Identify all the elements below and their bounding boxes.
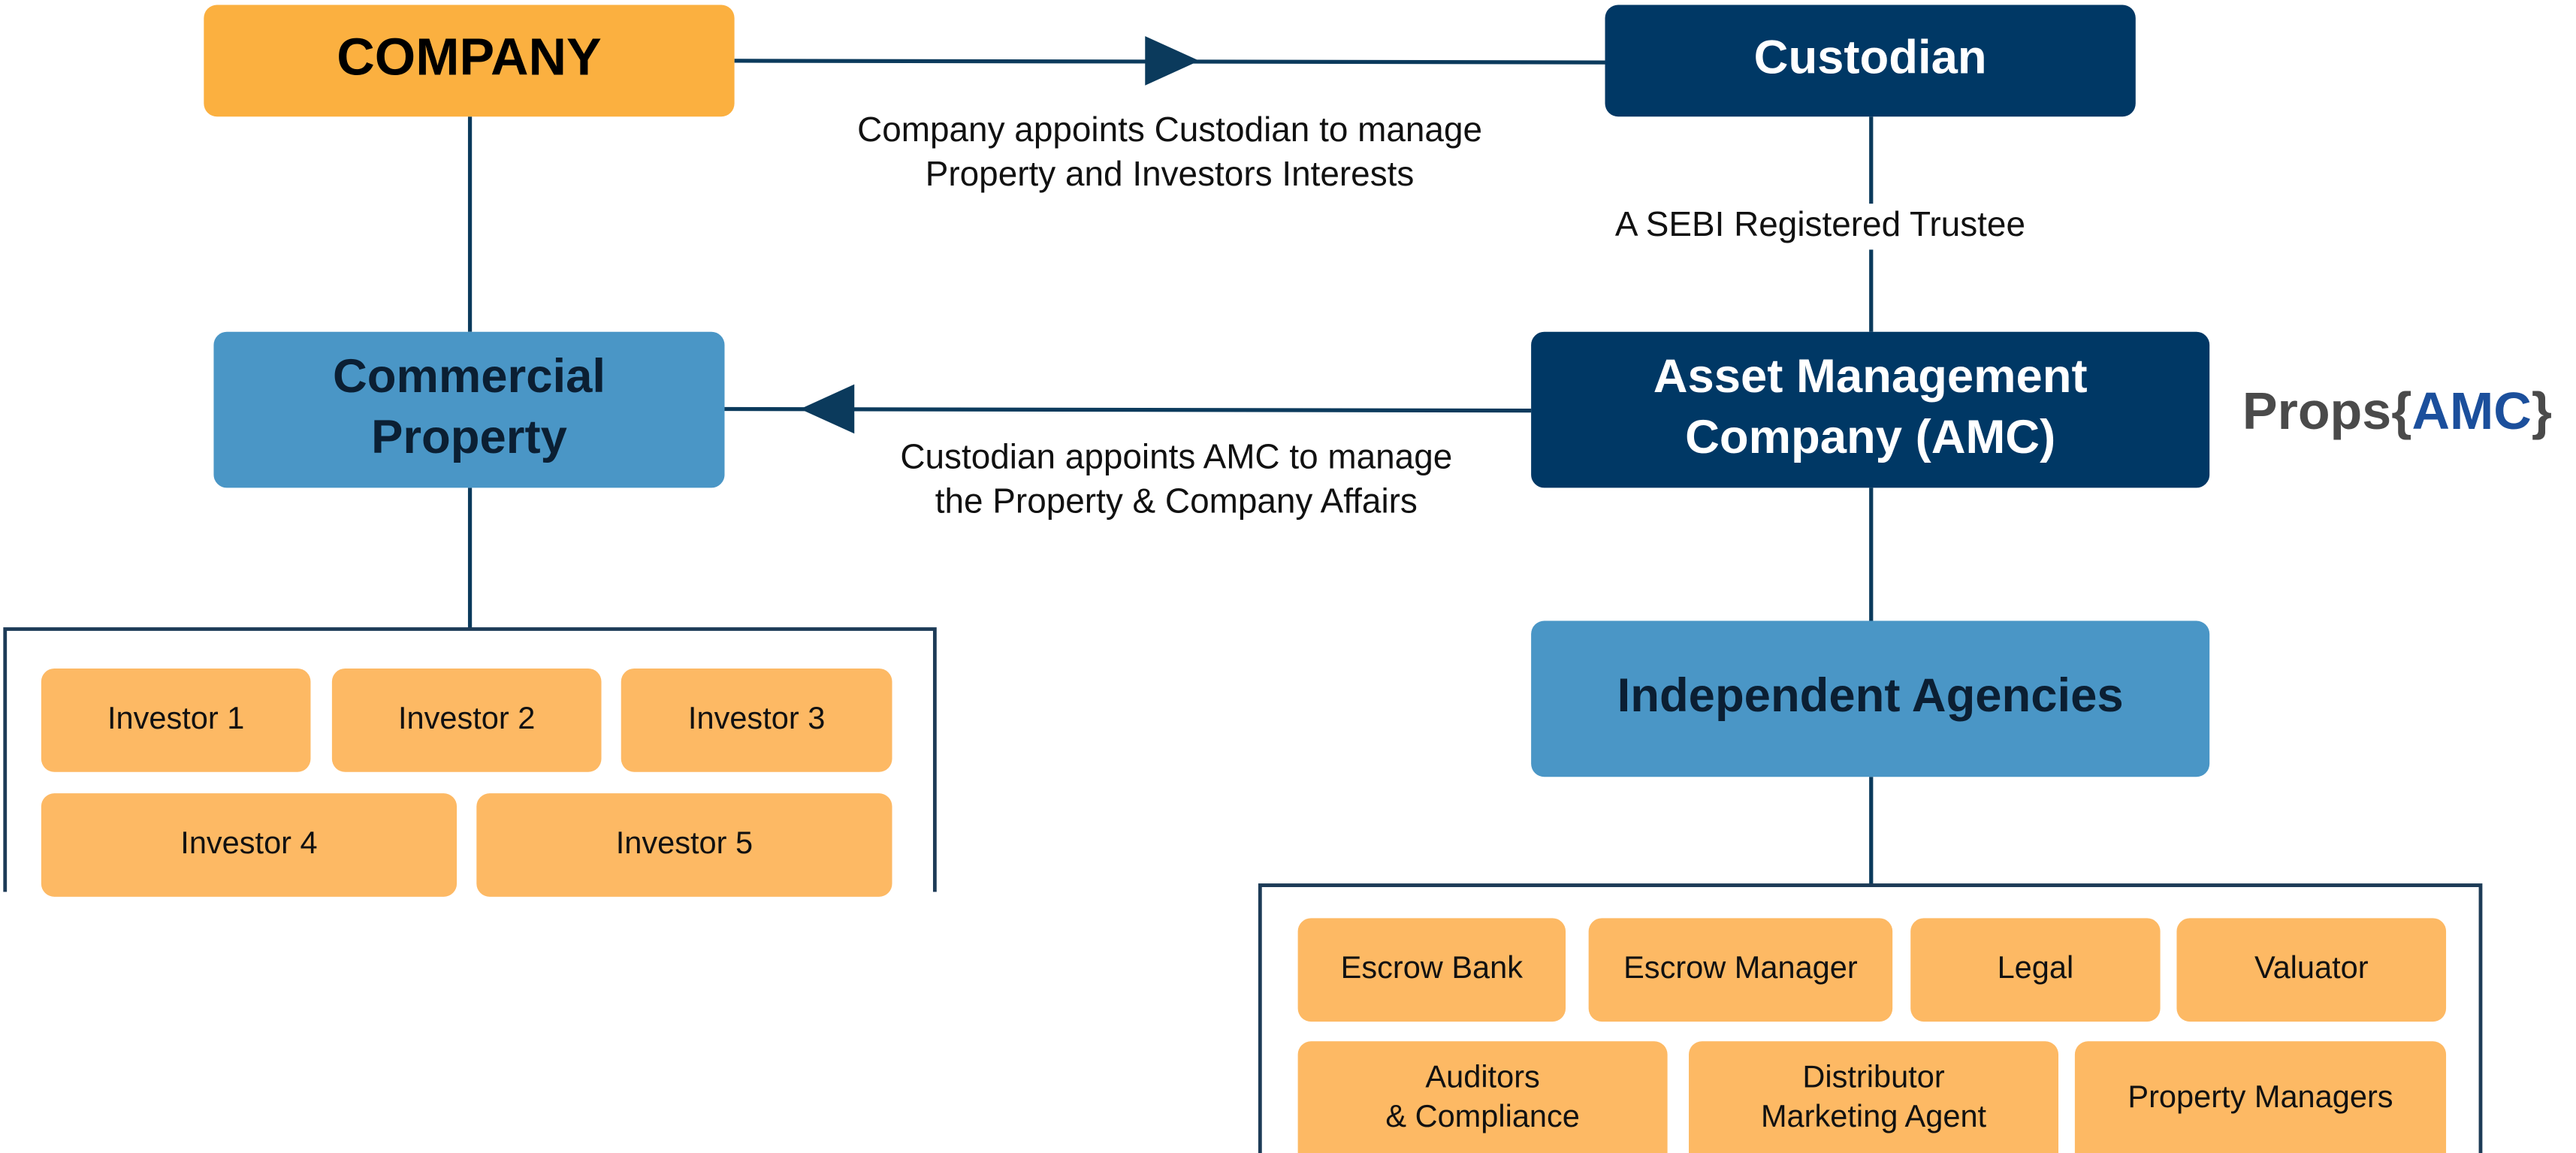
logo-text: Props: [2242, 382, 2391, 441]
label: Investor 5: [616, 825, 753, 860]
label: Property and Investors Interests: [926, 154, 1415, 193]
logo-text: {: [2391, 382, 2411, 441]
label: Commercial: [333, 350, 605, 403]
logo: Props{AMC}: [2242, 382, 2552, 441]
agency-box: [1588, 918, 1893, 1022]
label: COMPANY: [337, 27, 601, 86]
investor-box: [41, 793, 458, 897]
investor-box: [476, 793, 892, 897]
label: Marketing Agent: [1761, 1098, 1987, 1133]
node: [1531, 331, 2210, 488]
label: Distributor: [1802, 1059, 1944, 1094]
label: Investor 2: [398, 700, 535, 735]
label: Valuator: [2254, 949, 2369, 985]
label: Asset Management: [1653, 350, 2088, 403]
agency-box: [1910, 918, 2161, 1022]
node: [213, 331, 725, 488]
investor-box: [621, 668, 892, 772]
connector: [724, 406, 1532, 413]
investor-box: [331, 668, 602, 772]
bracket: [1258, 883, 2483, 1153]
label: Property: [371, 411, 567, 463]
agency-box: [2176, 918, 2447, 1022]
label: the Property & Company Affairs: [935, 481, 1418, 520]
bracket: [3, 627, 937, 892]
label: Investor 4: [180, 825, 317, 860]
agency-box: [1297, 1041, 1668, 1153]
label: Property Managers: [2128, 1079, 2393, 1114]
arrowhead: [1145, 36, 1200, 86]
agency-box: [1689, 1041, 2059, 1153]
label: Escrow Manager: [1623, 949, 1858, 985]
logo-text: }: [2532, 382, 2552, 441]
label: Escrow Bank: [1341, 949, 1524, 985]
logo-text: AMC: [2411, 382, 2531, 441]
node: [204, 5, 735, 117]
label: Investor 3: [688, 700, 825, 735]
label: Company appoints Custodian to manage: [857, 110, 1482, 149]
agency-box: [2074, 1041, 2447, 1153]
node: [1531, 620, 2210, 777]
label: Legal: [1998, 949, 2074, 985]
label: A SEBI Registered Trustee: [1615, 204, 2025, 243]
investor-box: [41, 668, 311, 772]
label: Custodian: [1754, 32, 1987, 84]
label: Investor 1: [107, 700, 244, 735]
label: Company (AMC): [1685, 411, 2055, 463]
label: Independent Agencies: [1617, 669, 2124, 722]
arrowhead: [800, 384, 855, 434]
node: [1605, 5, 2136, 117]
agency-box: [1297, 918, 1566, 1022]
label: Auditors: [1425, 1059, 1539, 1094]
label: Custodian appoints AMC to manage: [900, 436, 1452, 475]
label: & Compliance: [1385, 1098, 1580, 1133]
